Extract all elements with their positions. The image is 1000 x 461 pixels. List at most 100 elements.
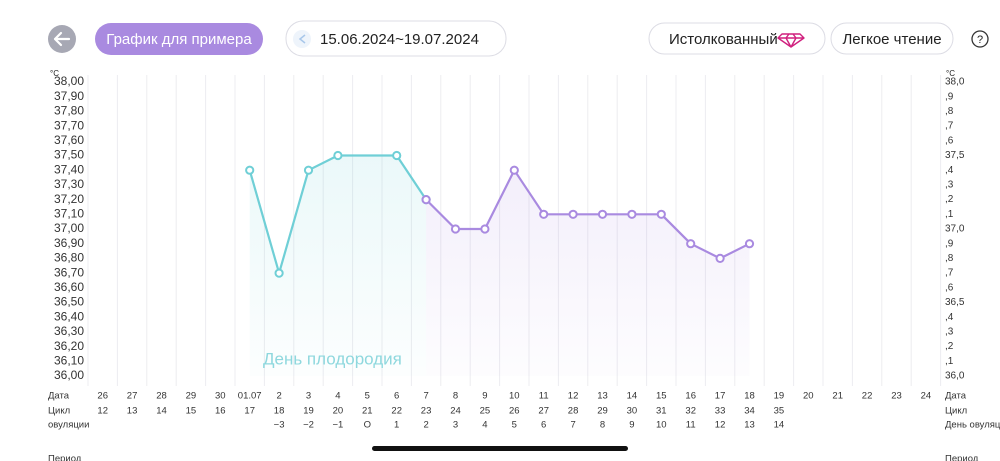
- cycle-day: 27: [538, 406, 549, 417]
- point: [686, 239, 696, 249]
- x-tick-label: 4: [335, 391, 340, 402]
- y-tick-label: 37,50: [54, 148, 84, 162]
- cycle-day: 13: [127, 406, 138, 417]
- cycle-day: 19: [303, 406, 314, 417]
- x-tick-label: 3: [306, 391, 311, 402]
- x-tick-label: 2: [276, 391, 281, 402]
- y2-tick-label: 36,0: [945, 371, 965, 382]
- cycle-day: 24: [450, 406, 461, 417]
- x-tick-label: 9: [482, 391, 487, 402]
- cycle-day: 20: [333, 406, 344, 417]
- y2-tick-label: ,9: [945, 91, 954, 102]
- ovulation-day: −1: [332, 420, 343, 431]
- x-tick-label: 11: [539, 391, 549, 402]
- x-tick-label: 20: [803, 391, 814, 402]
- cycle-day: 16: [215, 406, 226, 417]
- cycle-day: 31: [656, 406, 667, 417]
- x-tick-label: 01.07: [238, 391, 262, 402]
- point: [597, 209, 608, 219]
- easy-read-label: Легкое чтение: [842, 31, 941, 48]
- ovulation-day: 9: [629, 420, 634, 431]
- y2-tick-label: ,4: [945, 165, 954, 176]
- cycle-day: 12: [97, 406, 108, 417]
- cycle-day: 14: [156, 406, 167, 417]
- point: [392, 150, 402, 161]
- interpreted-label: Истолкованный: [669, 31, 778, 48]
- ovulation-day: 2: [423, 420, 428, 431]
- y-tick-label: 36,60: [54, 280, 84, 294]
- interpreted-button[interactable]: Истолкованный: [648, 22, 826, 55]
- y-tick-label: 37,10: [54, 206, 84, 220]
- ovulation-day: 13: [744, 420, 755, 431]
- y-tick-label: 36,70: [54, 265, 84, 279]
- series-line: [248, 154, 428, 275]
- y2-tick-label: ,7: [945, 268, 954, 279]
- point: [421, 195, 431, 205]
- x-tick-label: 19: [774, 391, 785, 402]
- y2-tick-label: ,3: [945, 180, 954, 191]
- cycle-day: 28: [568, 406, 579, 417]
- help-button[interactable]: ?: [971, 30, 989, 48]
- x-tick-label: 29: [186, 391, 197, 402]
- example-button[interactable]: График для примера: [95, 23, 263, 55]
- ovulation-day: 14: [774, 420, 785, 431]
- y-tick-label: 37,70: [54, 118, 84, 132]
- point: [539, 209, 549, 219]
- point: [450, 224, 461, 234]
- back-button[interactable]: [48, 25, 76, 53]
- y-tick-label: 37,40: [54, 162, 84, 176]
- series-area: [249, 155, 427, 376]
- x-tick-label: 21: [832, 391, 843, 402]
- point: [333, 150, 343, 161]
- point: [715, 253, 725, 263]
- cycle-day: 29: [597, 406, 608, 417]
- row-label: Период: [48, 454, 82, 461]
- date-range-label: 15.06.2024~19.07.2024: [320, 31, 479, 48]
- x-tick-label: 8: [453, 391, 458, 402]
- series-area: [426, 170, 750, 376]
- ovulation-day: 8: [600, 420, 605, 431]
- x-tick-label: 26: [97, 391, 108, 402]
- y-tick-label: 36,20: [54, 339, 84, 353]
- help-label: ?: [977, 34, 983, 46]
- cycle-day: 34: [744, 406, 755, 417]
- cycle-day: 32: [685, 406, 696, 417]
- y2-tick-label: ,8: [945, 106, 954, 117]
- x-tick-label: 15: [656, 391, 667, 402]
- y2-tick-label: ,8: [945, 253, 954, 264]
- cycle-day: 15: [186, 406, 197, 417]
- cycle-day: 21: [362, 406, 373, 417]
- y2-tick-label: 36,5: [945, 297, 965, 308]
- ovulation-day: 11: [686, 420, 696, 431]
- easy-read-button[interactable]: Легкое чтение: [830, 22, 954, 55]
- point: [274, 268, 284, 278]
- ovulation-day: О: [364, 420, 371, 431]
- x-tick-label: 23: [891, 391, 902, 402]
- x-tick-label: 7: [423, 391, 428, 402]
- y2-tick-label: ,2: [945, 194, 954, 205]
- series-line: [425, 169, 750, 260]
- ovulation-day: −2: [303, 420, 314, 431]
- x-tick-label: 13: [597, 391, 608, 402]
- y2-tick-label: ,7: [945, 121, 954, 132]
- x-tick-label: 28: [156, 391, 167, 402]
- y-tick-label: 37,80: [54, 104, 84, 118]
- cycle-day: 18: [274, 406, 285, 417]
- y-tick-label: 36,40: [54, 309, 84, 323]
- x-tick-label: 5: [365, 391, 370, 402]
- unit-right: °C: [946, 69, 955, 78]
- point: [245, 165, 255, 175]
- y2-tick-label: ,1: [945, 209, 954, 220]
- y-tick-label: 36,10: [54, 353, 84, 367]
- point: [656, 209, 666, 219]
- y2-tick-label: ,4: [945, 312, 954, 323]
- x-tick-label: 10: [509, 391, 520, 402]
- y-tick-label: 37,90: [54, 89, 84, 103]
- cycle-day: 33: [715, 406, 726, 417]
- date-range[interactable]: 15.06.2024~19.07.2024: [285, 20, 507, 57]
- row-label: Цикл: [945, 406, 967, 417]
- x-tick-label: 24: [921, 391, 932, 402]
- point: [568, 209, 578, 219]
- cycle-day: 35: [774, 406, 785, 417]
